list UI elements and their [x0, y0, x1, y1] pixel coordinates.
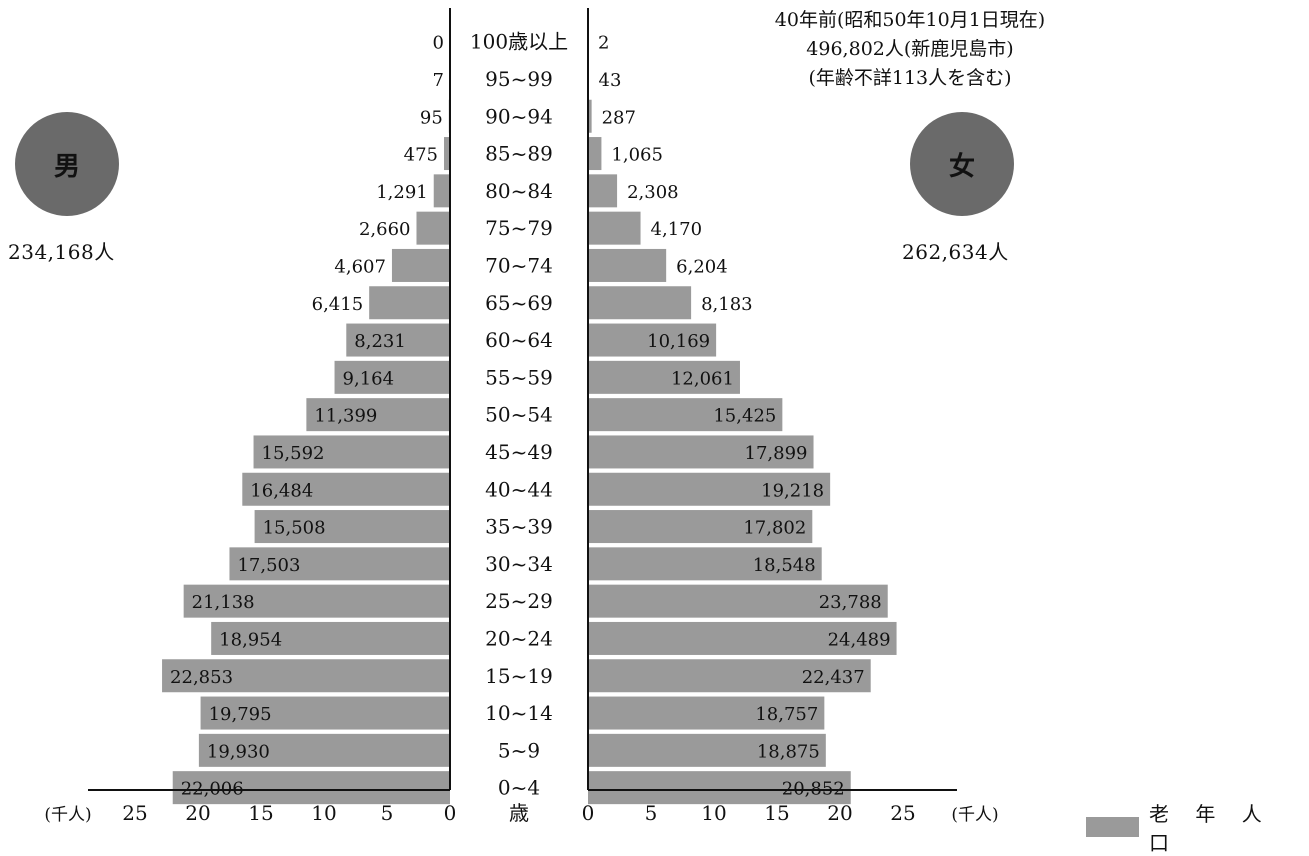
male-value-label: 11,399 [314, 406, 377, 427]
age-group-label: 25~29 [485, 589, 553, 613]
age-group-label: 70~74 [485, 253, 553, 277]
age-group-label: 100歳以上 [470, 30, 568, 54]
male-value-label: 4,607 [334, 256, 386, 277]
legend-label: 老 年 人 口 [1149, 798, 1309, 856]
male-value-label: 6,415 [312, 294, 364, 315]
female-tick-label: 5 [645, 801, 658, 825]
male-value-label: 95 [420, 107, 443, 128]
age-group-label: 20~24 [485, 626, 553, 650]
female-tick-label: 0 [582, 801, 595, 825]
female-value-label: 2 [598, 33, 609, 54]
age-group-label: 15~19 [485, 664, 553, 688]
female-value-label: 1,065 [611, 145, 663, 166]
title-line-2: 496,802人(新鹿児島市) [700, 35, 1120, 64]
male-value-label: 8,231 [354, 331, 406, 352]
female-value-label: 19,218 [761, 480, 824, 501]
female-circle: 女 [910, 112, 1014, 216]
female-tick-label: 15 [764, 801, 789, 825]
male-tick-label: 0 [444, 801, 457, 825]
male-bar [434, 174, 450, 207]
male-value-label: 7 [432, 70, 443, 91]
female-label: 女 [949, 146, 975, 183]
age-group-label: 60~64 [485, 328, 553, 352]
female-tick-label: 20 [827, 801, 852, 825]
female-axis-unit: (千人) [951, 805, 998, 825]
female-value-label: 43 [599, 70, 622, 91]
male-tick-label: 10 [311, 801, 336, 825]
male-tick-label: 5 [381, 801, 394, 825]
male-circle: 男 [15, 112, 119, 216]
legend: 老 年 人 口 [1086, 798, 1309, 856]
population-pyramid: 0 2 100歳以上 7 43 95~99 95 287 90~94 475 1,065 85~89 1… [0, 0, 1309, 830]
male-value-label: 21,138 [192, 592, 255, 613]
male-axis-unit: (千人) [44, 805, 91, 825]
male-value-label: 19,795 [209, 704, 272, 725]
legend-swatch [1086, 817, 1139, 837]
male-label: 男 [54, 146, 80, 183]
female-value-label: 17,802 [743, 518, 806, 539]
female-total: 262,634人 [902, 236, 1009, 265]
female-bar [588, 137, 601, 170]
age-group-label: 10~14 [485, 701, 553, 725]
female-value-label: 6,204 [676, 256, 728, 277]
male-bar [369, 286, 450, 319]
female-value-label: 18,757 [755, 704, 818, 725]
female-bar [588, 286, 691, 319]
female-tick-label: 25 [890, 801, 915, 825]
female-value-label: 24,489 [828, 629, 891, 650]
male-value-label: 17,503 [237, 555, 300, 576]
title-line-3: (年齢不詳113人を含む) [700, 64, 1120, 93]
age-group-label: 35~39 [485, 515, 553, 539]
female-value-label: 18,875 [757, 741, 820, 762]
male-value-label: 1,291 [376, 182, 428, 203]
female-value-label: 22,437 [802, 667, 865, 688]
female-value-label: 18,548 [753, 555, 816, 576]
male-value-label: 15,592 [262, 443, 325, 464]
female-tick-label: 10 [701, 801, 726, 825]
male-value-label: 2,660 [359, 219, 411, 240]
male-tick-label: 25 [122, 801, 147, 825]
female-value-label: 17,899 [745, 443, 808, 464]
age-group-label: 50~54 [485, 403, 553, 427]
female-value-label: 15,425 [713, 406, 776, 427]
male-bar [416, 212, 450, 245]
age-group-label: 85~89 [485, 142, 553, 166]
age-group-label: 65~69 [485, 291, 553, 315]
male-value-label: 16,484 [250, 480, 313, 501]
age-group-label: 75~79 [485, 216, 553, 240]
age-group-label: 90~94 [485, 104, 553, 128]
age-axis-label: 歳 [509, 801, 529, 825]
age-group-label: 40~44 [485, 477, 553, 501]
male-value-label: 475 [404, 145, 438, 166]
male-value-label: 0 [433, 33, 444, 54]
female-value-label: 12,061 [671, 368, 734, 389]
chart-title: 40年前(昭和50年10月1日現在) 496,802人(新鹿児島市) (年齢不詳… [700, 6, 1120, 93]
female-value-label: 23,788 [819, 592, 882, 613]
male-tick-label: 20 [185, 801, 210, 825]
male-value-label: 22,853 [170, 667, 233, 688]
age-group-label: 5~9 [498, 738, 540, 762]
female-bar [588, 249, 666, 282]
male-bar [392, 249, 450, 282]
male-tick-label: 15 [248, 801, 273, 825]
female-value-label: 8,183 [701, 294, 753, 315]
male-value-label: 15,508 [263, 518, 326, 539]
female-bar [588, 212, 641, 245]
male-value-label: 18,954 [219, 629, 282, 650]
title-line-1: 40年前(昭和50年10月1日現在) [700, 6, 1120, 35]
age-group-label: 45~49 [485, 440, 553, 464]
male-value-label: 9,164 [343, 368, 395, 389]
female-value-label: 287 [602, 107, 636, 128]
age-group-label: 30~34 [485, 552, 553, 576]
age-group-label: 0~4 [498, 776, 540, 800]
age-group-label: 80~84 [485, 179, 553, 203]
female-bar [588, 174, 617, 207]
male-value-label: 19,930 [207, 741, 270, 762]
age-group-label: 95~99 [485, 67, 553, 91]
female-value-label: 4,170 [651, 219, 703, 240]
female-value-label: 10,169 [647, 331, 710, 352]
male-total: 234,168人 [8, 236, 115, 265]
age-group-label: 55~59 [485, 365, 553, 389]
female-value-label: 2,308 [627, 182, 679, 203]
